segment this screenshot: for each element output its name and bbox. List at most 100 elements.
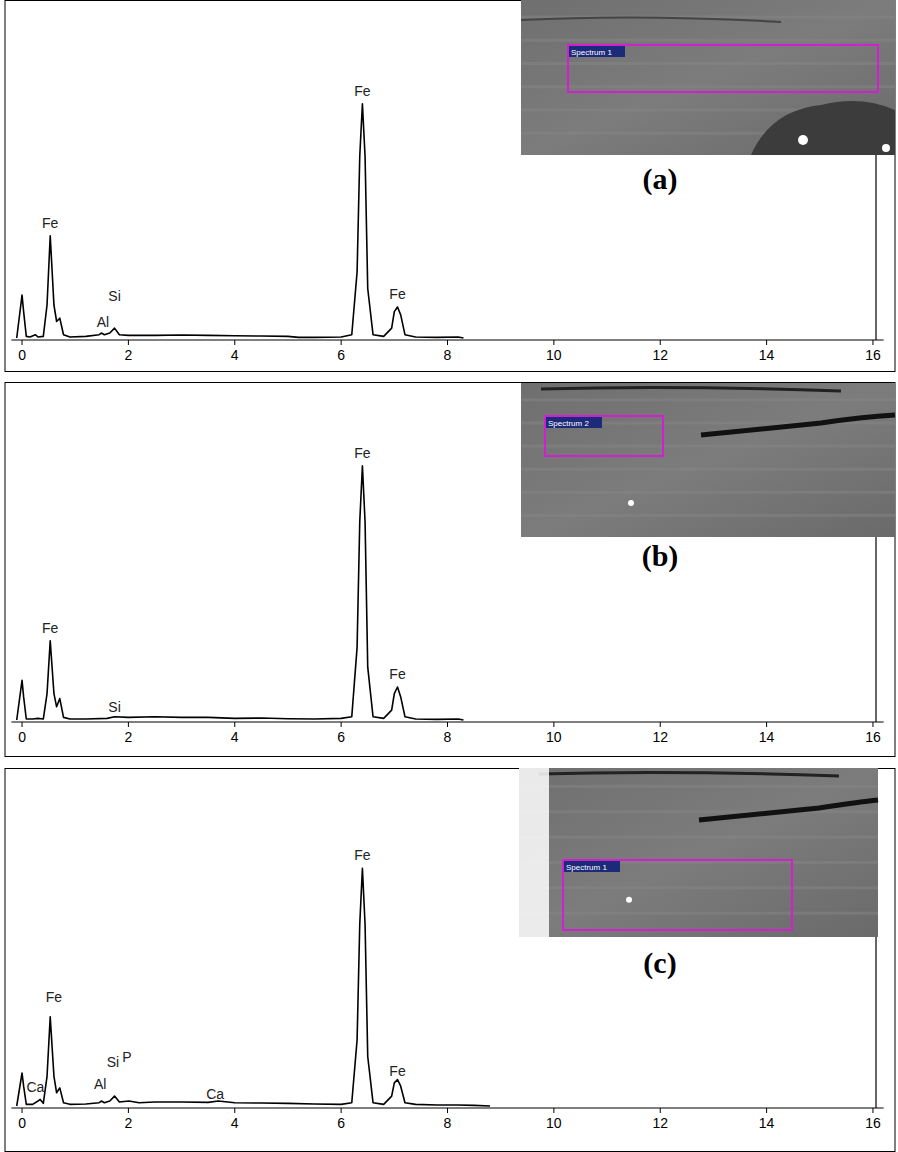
x-tick-label: 4 — [231, 347, 239, 363]
sem-inset: Spectrum 1 — [521, 0, 895, 155]
sem-texture — [701, 415, 895, 435]
x-tick-label: 14 — [759, 729, 775, 745]
x-tick — [341, 340, 342, 345]
peak-label: Fe — [354, 445, 371, 461]
x-tick — [447, 340, 448, 345]
x-tick — [341, 1108, 342, 1113]
x-tick-label: 8 — [444, 1115, 452, 1131]
plot-area — [17, 104, 464, 338]
panel-frame — [5, 1, 895, 372]
sem-texture — [751, 101, 895, 155]
x-tick-label: 2 — [125, 1115, 133, 1131]
spectrum-label: Spectrum 1 — [571, 48, 612, 57]
peak-label: Fe — [389, 286, 406, 302]
panel-label: (b) — [642, 539, 679, 573]
sem-texture — [519, 836, 878, 839]
sem-texture — [519, 912, 878, 915]
sem-texture — [521, 62, 895, 65]
panel-frame — [5, 769, 895, 1152]
x-tick — [766, 340, 767, 345]
panel-label: (a) — [643, 162, 678, 196]
x-tick — [872, 340, 873, 345]
peak-label: Ca — [206, 1086, 224, 1102]
sem-texture — [521, 17, 781, 22]
cursor-line — [875, 937, 876, 1108]
x-tick — [22, 340, 23, 345]
x-tick-label: 8 — [444, 729, 452, 745]
sem-image — [519, 768, 878, 937]
plot-area — [17, 868, 490, 1106]
peak-label: Fe — [354, 847, 371, 863]
x-tick — [22, 722, 23, 727]
x-tick — [660, 722, 661, 727]
x-tick — [553, 340, 554, 345]
x-tick-label: 0 — [18, 1115, 26, 1131]
spectrum-panel: 0246810121416FeAlSiFeFeSpectrum 1(a) — [5, 0, 895, 372]
spectrum-label-bg — [569, 46, 625, 57]
x-tick-label: 8 — [444, 347, 452, 363]
peak-label: Al — [94, 1076, 106, 1092]
peak-label: Si — [107, 1054, 119, 1070]
x-tick-label: 14 — [759, 347, 775, 363]
x-tick — [22, 1108, 23, 1113]
figure: 0246810121416FeAlSiFeFeSpectrum 1(a)0246… — [0, 0, 898, 1152]
sem-texture — [519, 768, 549, 937]
sem-texture — [798, 135, 808, 145]
spectrum-label: Spectrum 2 — [548, 419, 589, 428]
peak-label: Si — [108, 288, 120, 304]
x-tick-label: 12 — [652, 729, 668, 745]
x-tick — [447, 1108, 448, 1113]
x-tick-label: 6 — [337, 729, 345, 745]
sem-texture — [699, 800, 878, 820]
peak-label: P — [122, 1049, 131, 1065]
sem-texture — [628, 500, 634, 506]
sem-texture — [519, 785, 878, 788]
x-tick-label: 10 — [546, 347, 562, 363]
x-tick-label: 2 — [125, 729, 133, 745]
spectrum-line — [17, 466, 464, 720]
x-tick — [128, 340, 129, 345]
spectrum-area-box — [563, 860, 792, 930]
spectrum-label: Spectrum 1 — [566, 863, 607, 872]
peak-label: Fe — [389, 1063, 406, 1079]
x-tick — [660, 340, 661, 345]
spectrum-area-box — [545, 416, 663, 456]
sem-texture — [519, 810, 878, 813]
sem-texture — [521, 468, 895, 471]
x-tick-label: 6 — [337, 1115, 345, 1131]
x-tick — [766, 722, 767, 727]
x-tick — [660, 1108, 661, 1113]
peak-label: Fe — [42, 620, 59, 636]
x-tick-label: 0 — [18, 347, 26, 363]
sem-texture — [521, 445, 895, 448]
peak-label: Al — [97, 314, 109, 330]
x-tick-label: 4 — [231, 729, 239, 745]
sem-inset: Spectrum 1 — [519, 768, 878, 937]
peak-label: Fe — [389, 666, 406, 682]
panel-frame — [5, 383, 895, 757]
cursor-line — [875, 537, 876, 722]
x-tick-label: 2 — [125, 347, 133, 363]
panel-label: (c) — [643, 946, 676, 980]
spectrum-label-bg — [564, 861, 620, 872]
spectrum-panel: 0246810121416CaFeAlSiPCaFeFeSpectrum 1(c… — [5, 768, 895, 1152]
x-tick — [128, 1108, 129, 1113]
sem-texture — [521, 39, 895, 42]
sem-texture — [519, 886, 878, 889]
x-tick — [128, 722, 129, 727]
x-tick — [341, 722, 342, 727]
spectrum-line — [17, 104, 464, 338]
x-tick-label: 0 — [18, 729, 26, 745]
spectrum-label-bg — [546, 417, 602, 428]
peak-label: Fe — [46, 989, 63, 1005]
x-tick — [447, 722, 448, 727]
x-tick — [553, 1108, 554, 1113]
sem-image — [521, 0, 895, 155]
sem-texture — [539, 772, 839, 776]
x-tick-label: 10 — [546, 729, 562, 745]
x-tick-label: 16 — [865, 729, 881, 745]
peak-label: Fe — [42, 215, 59, 231]
x-tick-label: 6 — [337, 347, 345, 363]
x-tick — [234, 722, 235, 727]
sem-inset: Spectrum 2 — [521, 383, 895, 537]
